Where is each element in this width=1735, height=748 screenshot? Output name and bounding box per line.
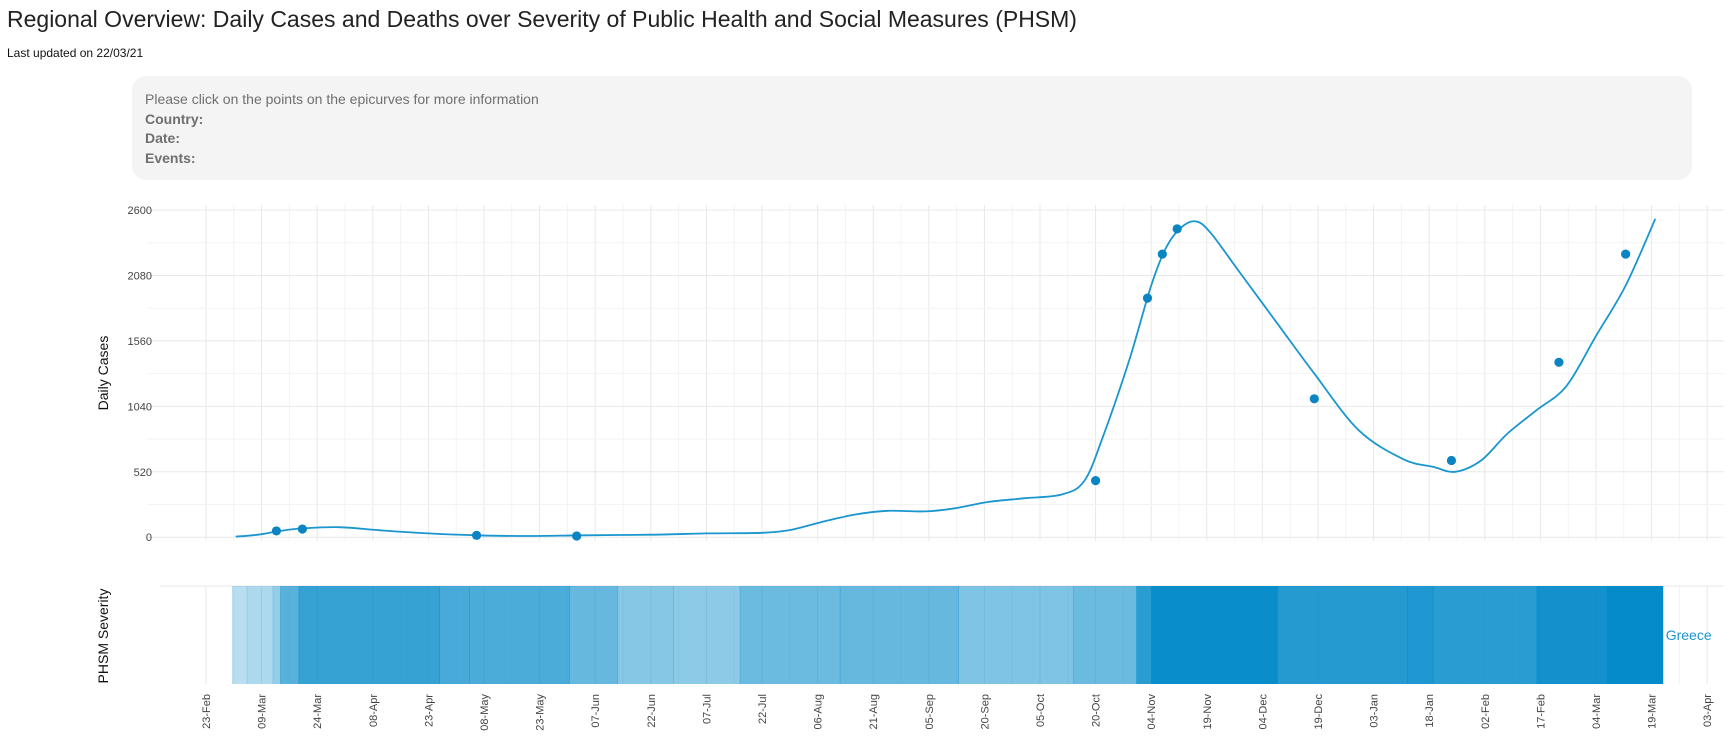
y-tick-label: 1560 xyxy=(128,336,152,348)
x-tick-label: 05-Sep xyxy=(924,694,936,729)
info-panel: Please click on the points on the epicur… xyxy=(132,76,1692,180)
x-tick-label: 18-Jan xyxy=(1424,694,1436,728)
severity-segment xyxy=(231,586,248,684)
severity-segment xyxy=(739,586,841,684)
severity-segment xyxy=(439,586,470,684)
axis-labels: 0 520 1040 1560 2080 2600 Greece 23-Feb 09-Mar 24… xyxy=(95,205,1714,731)
event-point[interactable] xyxy=(1446,455,1457,466)
event-point[interactable] xyxy=(1157,249,1167,259)
severity-segment xyxy=(1151,586,1278,684)
x-tick-label: 07-Jul xyxy=(701,694,713,724)
severity-segment xyxy=(673,586,741,684)
grid xyxy=(147,205,1724,684)
event-point[interactable] xyxy=(271,526,282,536)
event-point[interactable] xyxy=(1621,249,1631,259)
severity-segment xyxy=(958,586,1074,684)
event-point[interactable] xyxy=(1142,293,1153,303)
x-tick-label: 19-Mar xyxy=(1647,694,1659,729)
severity-segment xyxy=(298,586,441,684)
event-point[interactable] xyxy=(572,531,582,541)
y-axis-title-daily-cases: Daily Cases xyxy=(95,336,111,411)
event-point[interactable] xyxy=(1554,357,1564,367)
x-tick-label: 08-May xyxy=(479,694,491,731)
info-date-label: Date: xyxy=(145,130,181,146)
severity-segment xyxy=(469,586,570,684)
severity-segment xyxy=(839,586,959,684)
x-tick-label: 06-Aug xyxy=(813,694,825,729)
x-tick-label: 19-Nov xyxy=(1202,694,1214,730)
severity-segment xyxy=(617,586,674,684)
severity-segment xyxy=(1607,586,1664,684)
severity-segment xyxy=(246,586,274,684)
severity-segment xyxy=(272,586,281,684)
x-tick-label: 23-Apr xyxy=(423,694,435,727)
x-tick-label: 24-Mar xyxy=(312,694,324,729)
x-tick-label: 03-Apr xyxy=(1702,694,1714,727)
severity-segment xyxy=(1432,586,1538,684)
x-tick-label: 03-Jan xyxy=(1369,694,1381,728)
y-tick-label: 1040 xyxy=(128,401,152,413)
event-point[interactable] xyxy=(297,524,307,534)
y-tick-label: 2600 xyxy=(128,205,152,217)
x-tick-label: 07-Jun xyxy=(590,694,602,728)
x-tick-label: 23-May xyxy=(535,694,547,731)
event-point[interactable] xyxy=(471,530,482,540)
x-tick-label: 22-Jun xyxy=(646,694,658,728)
daily-cases-line xyxy=(235,218,1657,538)
info-country-label: Country: xyxy=(145,110,204,127)
x-tick-label: 22-Jul xyxy=(757,694,769,724)
y-axis-title-phsm-severity: PHSM Severity xyxy=(95,589,111,684)
severity-segment xyxy=(1406,586,1434,684)
y-tick-label: 2080 xyxy=(128,270,152,282)
severity-segment xyxy=(569,586,618,684)
y-tick-label: 0 xyxy=(146,532,152,544)
info-prompt: Please click on the points on the epicur… xyxy=(145,91,539,107)
y-tick-label: 520 xyxy=(134,467,152,479)
page-title: Regional Overview: Daily Cases and Death… xyxy=(7,6,1077,32)
event-point[interactable] xyxy=(1091,475,1101,486)
event-point[interactable] xyxy=(1309,394,1319,404)
severity-segment xyxy=(280,586,300,684)
severity-segment xyxy=(1536,586,1608,684)
x-tick-label: 08-Apr xyxy=(368,694,380,727)
x-tick-label: 04-Dec xyxy=(1257,694,1269,730)
x-tick-label: 20-Oct xyxy=(1091,694,1103,727)
row-label-greece: Greece xyxy=(1666,627,1712,643)
severity-segment xyxy=(1136,586,1152,684)
event-point[interactable] xyxy=(1172,224,1182,234)
cases-line xyxy=(235,218,1657,538)
last-updated: Last updated on 22/03/21 xyxy=(7,46,144,60)
phsm-severity-heatmap xyxy=(231,586,1664,684)
x-tick-label: 19-Dec xyxy=(1313,694,1325,730)
severity-segment xyxy=(1277,586,1408,684)
info-events-label: Events: xyxy=(145,149,196,166)
x-tick-label: 20-Sep xyxy=(979,694,991,729)
x-tick-label: 04-Mar xyxy=(1591,694,1603,729)
x-tick-label: 23-Feb xyxy=(201,694,213,729)
x-tick-label: 21-Aug xyxy=(868,694,880,729)
x-tick-label: 05-Oct xyxy=(1035,694,1047,727)
severity-segment xyxy=(1073,586,1137,684)
x-tick-label: 09-Mar xyxy=(257,694,269,729)
event-points[interactable] xyxy=(271,224,1631,541)
x-tick-label: 04-Nov xyxy=(1146,694,1158,730)
x-tick-label: 02-Feb xyxy=(1480,694,1492,729)
x-tick-label: 17-Feb xyxy=(1535,694,1547,729)
